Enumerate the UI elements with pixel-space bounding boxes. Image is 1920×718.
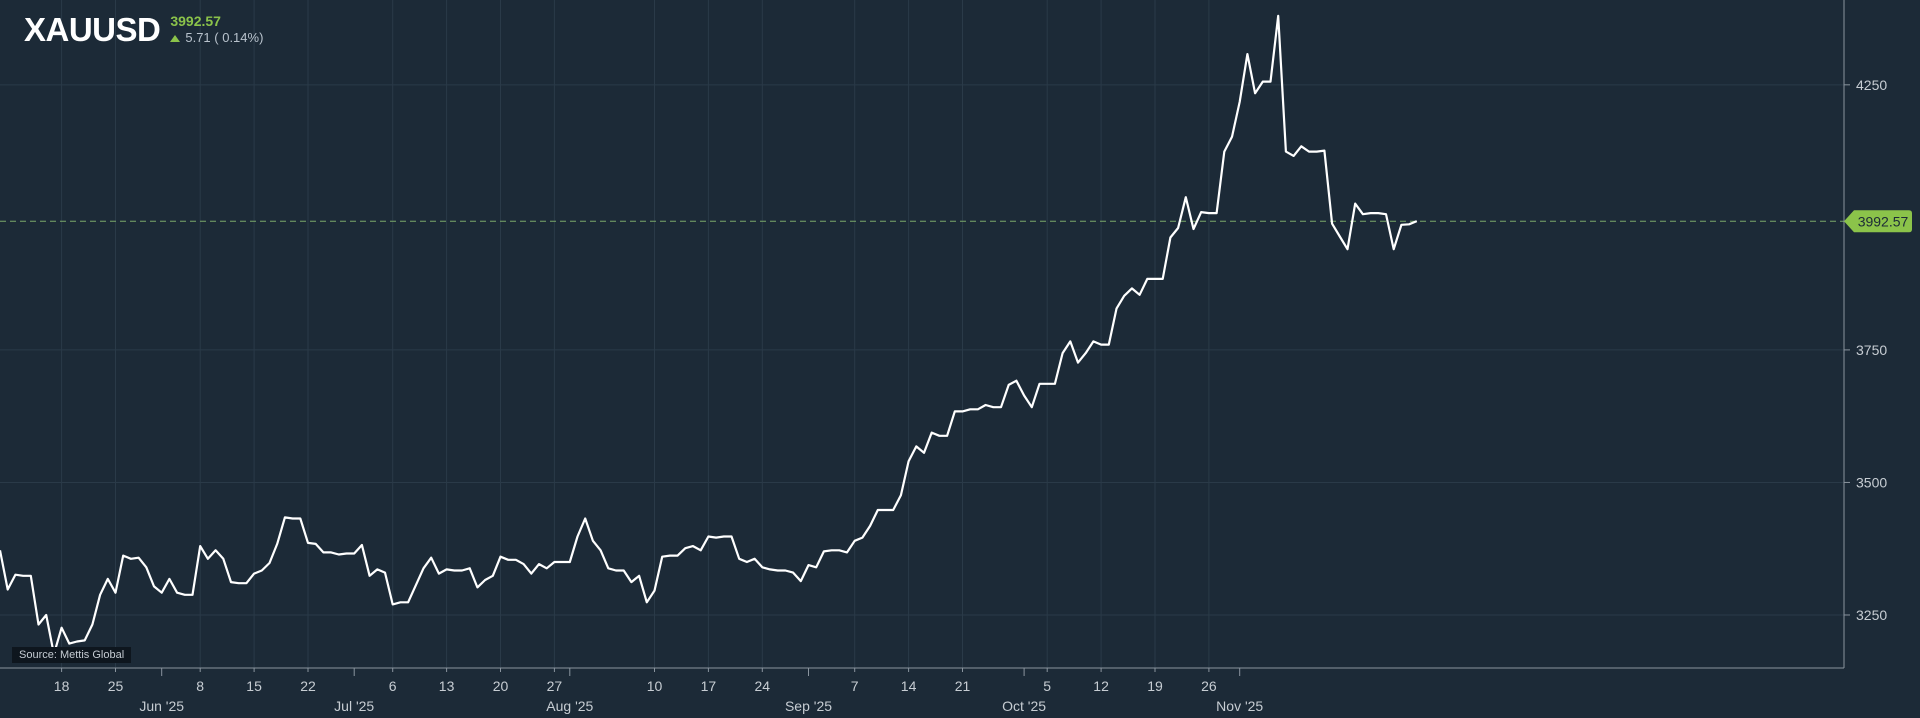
axes: [0, 0, 1850, 676]
month-label: Sep '25: [785, 698, 832, 714]
x-tick-label: 18: [54, 678, 70, 694]
last-price: 3992.57: [170, 13, 221, 29]
last-price-tag: [1844, 210, 1912, 233]
x-tick-label: 8: [196, 678, 204, 694]
x-tick-label: 24: [755, 678, 771, 694]
series-layer: [0, 14, 1418, 656]
y-tick-label: 3500: [1856, 474, 1887, 490]
x-tick-label: 14: [901, 678, 917, 694]
x-tick-label: 25: [108, 678, 124, 694]
axis-labels: 3250 3500 3750 4250 18 25 8 15 22 6 13 20 27 10 17 24 7 1…: [54, 77, 1912, 714]
x-tick-label: 19: [1147, 678, 1163, 694]
month-label: Aug '25: [546, 698, 593, 714]
month-label: Nov '25: [1216, 698, 1263, 714]
chart-header: XAUUSD 3992.57 5.71 ( 0.14%): [24, 10, 263, 50]
x-tick-label: 20: [493, 678, 509, 694]
x-tick-label: 15: [246, 678, 262, 694]
month-label: Jul '25: [334, 698, 374, 714]
x-tick-label: 17: [701, 678, 717, 694]
arrow-up-icon: [170, 34, 181, 42]
price-series-line: [0, 14, 1418, 656]
x-tick-label: 22: [300, 678, 316, 694]
price-change: 5.71 ( 0.14%): [170, 29, 263, 47]
month-label: Jun '25: [139, 698, 184, 714]
x-tick-label: 7: [851, 678, 859, 694]
grid-lines: [0, 0, 1844, 668]
x-tick-label: 27: [547, 678, 563, 694]
x-tick-label: 21: [955, 678, 971, 694]
x-tick-label: 10: [647, 678, 663, 694]
y-tick-label: 3250: [1856, 607, 1887, 623]
x-tick-label: 26: [1201, 678, 1217, 694]
x-tick-label: 12: [1093, 678, 1109, 694]
month-label: Oct '25: [1002, 698, 1046, 714]
price-box: 3992.57 5.71 ( 0.14%): [170, 10, 263, 47]
y-tick-label: 4250: [1856, 77, 1887, 93]
x-tick-label: 5: [1043, 678, 1051, 694]
source-label: Source: Mettis Global: [12, 647, 132, 663]
price-change-value: 5.71 ( 0.14%): [185, 30, 264, 45]
x-tick-label: 6: [389, 678, 397, 694]
x-tick-label: 13: [439, 678, 455, 694]
symbol-title: XAUUSD: [24, 11, 161, 48]
last-price-tag-label: 3992.57: [1858, 213, 1909, 229]
y-tick-label: 3750: [1856, 342, 1887, 358]
